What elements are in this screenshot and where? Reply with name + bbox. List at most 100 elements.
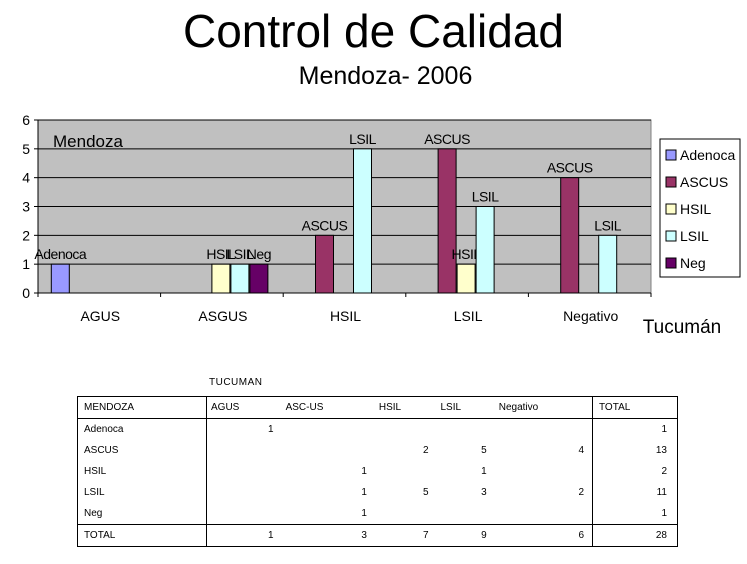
column-header-agus: AGUS <box>206 396 282 419</box>
row-label: TOTAL <box>77 524 207 547</box>
row-total: 1 <box>592 503 678 525</box>
bar-lsil <box>598 234 618 294</box>
table-cell <box>375 419 437 441</box>
data-label: LSIL <box>226 246 254 262</box>
table-cell: 1 <box>361 466 367 477</box>
data-table: MENDOZA AGUS ASC-US HSIL LSIL Negativo T… <box>77 396 678 547</box>
table-row: Adenoca 1 1 <box>77 418 678 441</box>
legend-label-ascus: ASCUS <box>680 174 728 190</box>
column-header-total: TOTAL <box>592 396 678 419</box>
table-row: HSIL 1 1 2 <box>77 461 678 482</box>
row-label: ASCUS <box>77 440 207 461</box>
bar-ascus <box>437 148 457 294</box>
table-cell: 3 <box>481 487 487 498</box>
bar-lsil <box>475 206 495 294</box>
table-cell: 1 <box>481 466 487 477</box>
bar-ascus <box>315 234 334 294</box>
table-cell <box>207 461 282 482</box>
legend-swatch-hsil <box>665 203 677 215</box>
table-caption: TUCUMAN <box>209 377 263 388</box>
bar-adenoca <box>50 263 70 294</box>
x-axis-label: Tucumán <box>643 317 722 338</box>
table-cell <box>282 419 375 441</box>
legend-label-hsil: HSIL <box>680 201 711 217</box>
data-label: ASCUS <box>547 160 593 176</box>
table-cell <box>207 482 282 503</box>
table-cell <box>375 461 437 482</box>
table-cell: 5 <box>481 445 487 456</box>
table-cell: 1 <box>361 487 367 498</box>
table-cell: 7 <box>374 524 437 547</box>
row-total: 28 <box>592 524 678 547</box>
table-cell: 2 <box>422 445 429 456</box>
table-row-total: TOTAL 1 3 7 9 6 28 <box>77 524 678 547</box>
data-label: HSIL <box>452 246 482 262</box>
row-total: 11 <box>592 482 678 503</box>
y-tick-label: 3 <box>22 199 30 215</box>
table-cell: 6 <box>494 524 593 547</box>
chart-subtitle: Mendoza- 2006 <box>298 62 473 90</box>
bar-chart: 0 1 2 3 4 5 6 Mendoza AGUS Adenoca ASGUS HSIL LSIL Ne… <box>0 100 747 350</box>
row-label: LSIL <box>77 482 207 503</box>
table-cell <box>207 440 282 461</box>
x-tick-label: Negativo <box>563 308 618 324</box>
data-label: ASCUS <box>424 131 470 147</box>
table-cell: 1 <box>268 424 274 435</box>
row-total: 13 <box>592 440 678 461</box>
row-label: Neg <box>77 503 207 525</box>
table-cell <box>495 503 593 525</box>
data-label: ASCUS <box>302 217 348 233</box>
y-tick-label: 6 <box>22 112 30 128</box>
row-total: 2 <box>592 461 678 482</box>
x-tick-label: HSIL <box>330 308 361 324</box>
table-cell <box>437 503 495 525</box>
bar-hsil <box>211 263 231 294</box>
table-row: ASCUS 2 5 4 13 <box>77 440 678 461</box>
table-row: LSIL 1 5 3 2 11 <box>77 482 678 503</box>
table-cell <box>375 503 437 525</box>
table-cell: 9 <box>436 524 495 547</box>
y-tick-label: 0 <box>22 285 30 301</box>
chart-title: Control de Calidad <box>182 5 564 57</box>
x-tick-label: LSIL <box>454 308 483 324</box>
table-cell: 1 <box>361 508 367 519</box>
x-tick-label: ASGUS <box>198 308 247 324</box>
row-label: HSIL <box>77 461 207 482</box>
data-label: LSIL <box>349 131 377 147</box>
plot-inner-title: Mendoza <box>53 132 123 151</box>
table-header-row: MENDOZA AGUS ASC-US HSIL LSIL Negativo T… <box>77 396 678 419</box>
bar-hsil <box>456 263 476 294</box>
table-cell: 2 <box>578 487 584 498</box>
legend-swatch-ascus <box>665 176 677 188</box>
bar-lsil <box>353 148 372 294</box>
table-body: Adenoca 1 1 ASCUS 2 5 4 13 HSIL 1 1 2 LSIL 1 5 3 2 11 Neg 1… <box>77 418 678 547</box>
x-tick-label: AGUS <box>80 308 120 324</box>
column-header-lsil: LSIL <box>436 396 495 419</box>
table-cell: 4 <box>578 445 584 456</box>
data-label: LSIL <box>472 189 500 205</box>
table-cell: 3 <box>281 524 375 547</box>
table-cell <box>495 461 593 482</box>
bar-ascus <box>560 177 580 294</box>
table-cell: 5 <box>422 487 429 498</box>
legend-label-lsil: LSIL <box>680 228 709 244</box>
row-total: 1 <box>592 418 678 440</box>
table-corner-header: MENDOZA <box>77 396 207 419</box>
table-row: Neg 1 1 <box>77 503 678 525</box>
legend-swatch-adenoca <box>665 149 677 161</box>
row-label: Adenoca <box>77 418 207 440</box>
table-cell: 1 <box>206 524 282 547</box>
data-label: HSIL <box>206 246 236 262</box>
bar-lsil <box>230 263 250 294</box>
column-header-asc-us: ASC-US <box>281 396 375 419</box>
y-tick-label: 5 <box>22 141 30 157</box>
y-tick-label: 2 <box>22 227 30 243</box>
data-label: LSIL <box>594 217 622 233</box>
table-cell <box>495 419 593 441</box>
legend-swatch-lsil <box>665 230 677 242</box>
chart-svg: 0123456MendozaAGUSAdenocaASGUSHSILLSILNe… <box>22 112 741 338</box>
legend-label-adenoca: Adenoca <box>680 147 735 163</box>
data-label: Neg <box>247 246 271 262</box>
bar-neg <box>249 263 269 294</box>
table-cell <box>437 419 495 441</box>
